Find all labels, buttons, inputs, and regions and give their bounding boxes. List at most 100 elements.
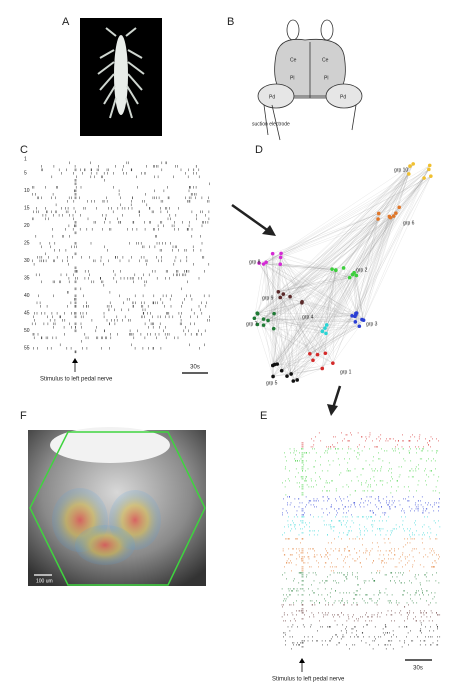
spike-row	[284, 468, 436, 470]
edge	[343, 173, 409, 269]
edge	[356, 275, 364, 321]
node	[323, 351, 328, 356]
node	[394, 211, 398, 215]
scale-label: 30s	[413, 666, 423, 672]
edge	[355, 173, 409, 315]
edge	[283, 294, 302, 303]
spike-row	[288, 516, 428, 518]
group-label: grp 4	[302, 314, 314, 320]
edge	[263, 264, 278, 365]
spike-row	[74, 182, 210, 186]
spike-row	[297, 472, 392, 474]
edge	[280, 169, 429, 258]
edge	[272, 177, 425, 366]
edge	[263, 301, 303, 326]
spike-row	[32, 259, 188, 263]
spike-row	[37, 256, 205, 259]
node	[324, 323, 329, 327]
node	[347, 275, 352, 280]
node	[279, 368, 284, 373]
edge	[273, 328, 282, 371]
edge	[297, 169, 429, 381]
edge	[293, 169, 429, 382]
spike-row	[285, 480, 439, 482]
node	[376, 217, 380, 221]
edge	[278, 169, 429, 292]
spike-row	[290, 530, 417, 532]
node	[352, 270, 356, 275]
spike-row	[41, 245, 194, 249]
arrow	[331, 385, 342, 409]
group-label: grp 1	[340, 369, 352, 375]
row-label: 20	[24, 223, 30, 229]
edge	[280, 257, 292, 374]
spike-row	[74, 329, 206, 333]
edge	[257, 313, 333, 364]
spike-row	[31, 322, 195, 326]
node	[353, 313, 358, 317]
spike-row	[287, 626, 438, 628]
edge	[268, 315, 353, 321]
edge	[297, 302, 303, 380]
spike-row	[281, 604, 430, 606]
edge	[257, 218, 379, 314]
edge	[257, 324, 326, 354]
edge	[259, 263, 284, 295]
edge	[326, 324, 360, 327]
edge	[283, 217, 391, 295]
edge	[317, 216, 390, 355]
spike-row	[68, 224, 203, 228]
group-label: grp 9	[262, 295, 274, 301]
spike-row	[289, 630, 435, 632]
spike-row	[36, 301, 207, 305]
region-label: Pl	[290, 75, 294, 81]
spike-row	[67, 200, 210, 203]
node	[334, 268, 338, 273]
edge	[273, 313, 356, 329]
edge	[280, 275, 357, 298]
edge	[272, 253, 356, 322]
spike-row	[301, 462, 390, 464]
edge	[266, 262, 284, 295]
edge	[355, 177, 425, 322]
spike-row	[282, 512, 430, 514]
spike-row	[300, 542, 423, 544]
spike-row	[285, 466, 417, 468]
edge	[257, 302, 302, 314]
node	[360, 317, 364, 322]
spike-row	[295, 454, 360, 456]
spike-row	[286, 460, 436, 462]
edge	[297, 353, 326, 381]
spike-row	[296, 552, 435, 554]
node	[331, 361, 335, 365]
spike-row	[293, 522, 436, 524]
node	[354, 273, 359, 278]
spike-row	[74, 298, 193, 301]
edge	[257, 272, 355, 314]
spike-row	[338, 536, 430, 538]
edge	[312, 274, 353, 361]
spike-row	[284, 486, 437, 488]
spike-row	[287, 496, 423, 498]
spike-row	[301, 492, 440, 494]
spike-row	[283, 614, 441, 616]
edge	[263, 314, 356, 320]
spike-row	[283, 554, 439, 556]
panel-label: C	[20, 144, 28, 156]
node	[276, 290, 281, 294]
node	[315, 352, 320, 357]
edge	[291, 368, 323, 375]
edge	[324, 275, 357, 329]
spike-row	[286, 578, 417, 580]
spike-row	[45, 252, 77, 256]
row-label: 5	[24, 171, 27, 177]
edge	[354, 272, 360, 327]
spike-row	[301, 484, 427, 486]
edge	[273, 314, 356, 377]
spike-row	[287, 596, 435, 598]
edge	[324, 269, 336, 329]
edge	[272, 301, 303, 366]
spike-row	[68, 277, 200, 280]
edge	[326, 163, 414, 326]
edge	[263, 173, 409, 265]
